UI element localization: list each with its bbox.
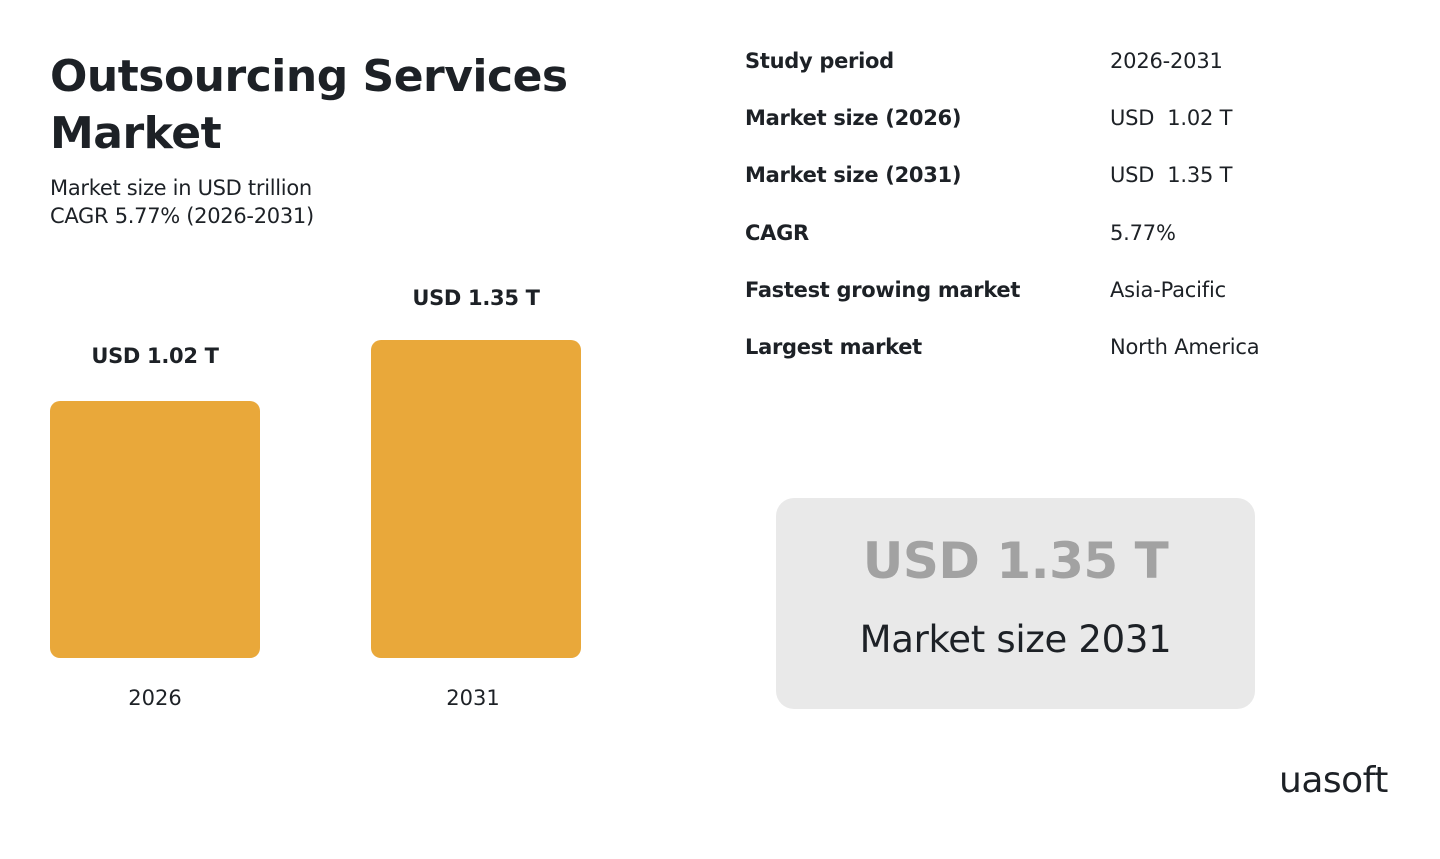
- brand-logo: uasoft: [1279, 760, 1388, 801]
- subtitle-cagr: CAGR 5.77% (2026-2031): [50, 204, 314, 228]
- bar-value-label-2031: USD 1.35 T: [412, 286, 540, 310]
- stat-value: 5.77%: [1110, 220, 1176, 245]
- chart-subtitle: Market size in USD trillion CAGR 5.77% (…: [50, 174, 314, 230]
- page-title: Outsourcing Services Market: [50, 51, 568, 159]
- x-axis-label-2026: 2026: [128, 686, 182, 710]
- highlight-value: USD 1.35 T: [862, 532, 1169, 590]
- bar-2031: [371, 340, 581, 658]
- highlight-caption: Market size 2031: [859, 618, 1172, 661]
- stat-value: Asia-Pacific: [1110, 277, 1226, 302]
- stat-key: CAGR: [745, 220, 809, 245]
- x-axis-label-2031: 2031: [446, 686, 500, 710]
- stat-value: North America: [1110, 334, 1260, 359]
- stat-key: Market size (2031): [745, 163, 962, 188]
- stat-key: Fastest growing market: [745, 277, 1021, 302]
- highlight-card: USD 1.35 T Market size 2031: [776, 498, 1255, 709]
- stat-value: USD 1.35 T: [1110, 163, 1233, 188]
- subtitle-units: Market size in USD trillion: [50, 176, 312, 200]
- bar-value-label-2026: USD 1.02 T: [91, 344, 219, 368]
- stat-key: Study period: [745, 49, 894, 73]
- stat-key: Largest market: [745, 334, 922, 359]
- stat-key: Market size (2026): [745, 106, 962, 131]
- bar-2026: [50, 401, 260, 658]
- stat-value: USD 1.02 T: [1110, 106, 1233, 131]
- stat-value: 2026-2031: [1110, 49, 1223, 73]
